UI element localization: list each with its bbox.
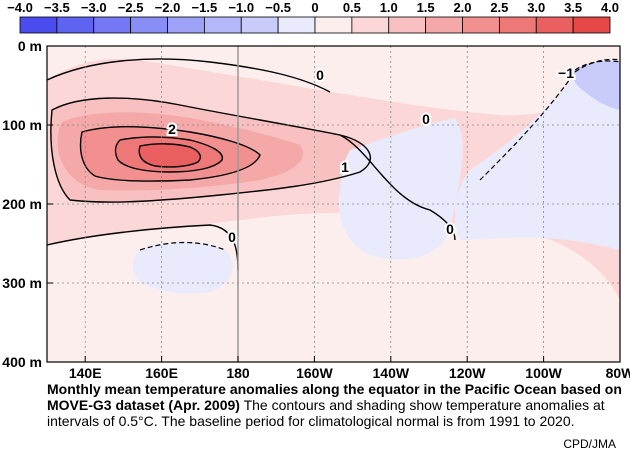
colorbar-tick-label: 2.5 [490, 0, 508, 15]
contour-lines [46, 58, 456, 271]
contour-line-2 [79, 126, 261, 182]
contour-line-3 [138, 143, 202, 168]
colorbar-tick-label: 3.5 [564, 0, 582, 15]
colorbar-swatch [56, 16, 95, 34]
y-tick-label: 100 m [2, 117, 42, 133]
colorbar-swatch [535, 16, 574, 34]
y-tick-label: 200 m [2, 196, 42, 212]
caption: Monthly mean temperature anomalies along… [47, 381, 622, 429]
colorbar-tick-label: −3.0 [81, 0, 107, 15]
plot-area: 2 1 0 0 0 0 −1 [46, 45, 621, 363]
x-tick-label: 100W [525, 365, 562, 381]
negative-contour-lines [139, 58, 621, 251]
colorbar-swatch [314, 16, 353, 34]
contour-label: 0 [422, 111, 430, 127]
contour-label: 1 [341, 159, 349, 175]
colorbar-tick-label: 3.0 [527, 0, 545, 15]
y-tick-label: 400 m [2, 354, 42, 370]
colorbar-swatch [462, 16, 500, 34]
contour-line-minus-1 [574, 60, 621, 71]
contour-line-1 [50, 97, 372, 203]
colorbar-swatch [351, 16, 390, 34]
contour-line-0 [46, 224, 239, 271]
x-tick-label: 140E [69, 365, 102, 381]
cool-anomaly-region-west [132, 242, 233, 294]
contour-label: 2 [168, 121, 176, 137]
colorbar: −4.0 −3.5 −3.0 −2.5 −2.0 −1.5 −1.0 −0.5 0 0.5 1.0 1… [7, 0, 619, 34]
chart-title: Monthly mean temperature anomalies along… [47, 381, 622, 413]
colorbar-swatch [425, 16, 463, 34]
colorbar-tick-label: −2.5 [118, 0, 144, 15]
contour-line-0 [46, 58, 331, 93]
colorbar-swatch [19, 16, 58, 34]
colorbar-tick-label: 1.0 [380, 0, 398, 15]
colorbar-tick-label: 0 [311, 0, 318, 15]
x-tick-label: 180 [226, 365, 250, 381]
colorbar-tick-label: 0.5 [343, 0, 361, 15]
cool-anomaly-region-east [454, 60, 620, 250]
colorbar-tick-label: −2.0 [155, 0, 181, 15]
contour-label: −1 [558, 65, 574, 81]
colorbar-tick-label: 2.0 [453, 0, 471, 15]
contour-label: 0 [446, 221, 454, 237]
colorbar-tick-label: −1.0 [228, 0, 254, 15]
colorbar-swatch [498, 16, 537, 34]
warm-anomaly-region-3.0 [139, 143, 201, 167]
colorbar-swatch [572, 16, 611, 34]
y-axis: 0 m 100 m 200 m 300 m 400 m [2, 38, 53, 370]
colorbar-swatch [167, 16, 205, 34]
contour-line-2.5 [114, 136, 224, 173]
y-tick-label: 300 m [2, 275, 42, 291]
grid [47, 46, 620, 362]
colorbar-swatch [93, 16, 132, 34]
contour-line-minus-0.5 [139, 241, 226, 251]
x-tick-label: 140W [373, 365, 410, 381]
colorbar-swatch [130, 16, 168, 34]
y-tick-label: 0 m [18, 38, 42, 54]
contour-line-0 [339, 134, 456, 241]
cool-anomaly-region-east-1.0 [573, 60, 620, 110]
colorbar-tick-label: −1.5 [192, 0, 218, 15]
colorbar-swatch [203, 16, 242, 34]
x-axis: 140E 160E 180 160W 140W 120W 100W 80W [69, 356, 630, 381]
x-tick-label: 160W [296, 365, 333, 381]
colorbar-tick-label: −4.0 [7, 0, 33, 15]
credit-label: CPD/JMA [563, 437, 616, 451]
colorbar-tick-label: −3.5 [44, 0, 70, 15]
colorbar-tick-label: 4.0 [601, 0, 619, 15]
contour-label: 0 [228, 229, 236, 245]
colorbar-tick-label: 1.5 [417, 0, 435, 15]
colorbar-tick-label: −0.5 [265, 0, 291, 15]
colorbar-swatch [240, 16, 279, 34]
contour-labels: 2 1 0 0 0 0 −1 [166, 63, 576, 247]
x-tick-label: 120W [449, 365, 486, 381]
contour-line-minus-0.5 [479, 58, 621, 181]
chart-description: The contours and shading show temperatur… [47, 397, 605, 429]
x-tick-label: 160E [145, 365, 178, 381]
contour-label: 0 [316, 67, 324, 83]
x-tick-label: 80W [606, 365, 630, 381]
colorbar-swatch [388, 16, 427, 34]
colorbar-swatch [277, 16, 316, 34]
